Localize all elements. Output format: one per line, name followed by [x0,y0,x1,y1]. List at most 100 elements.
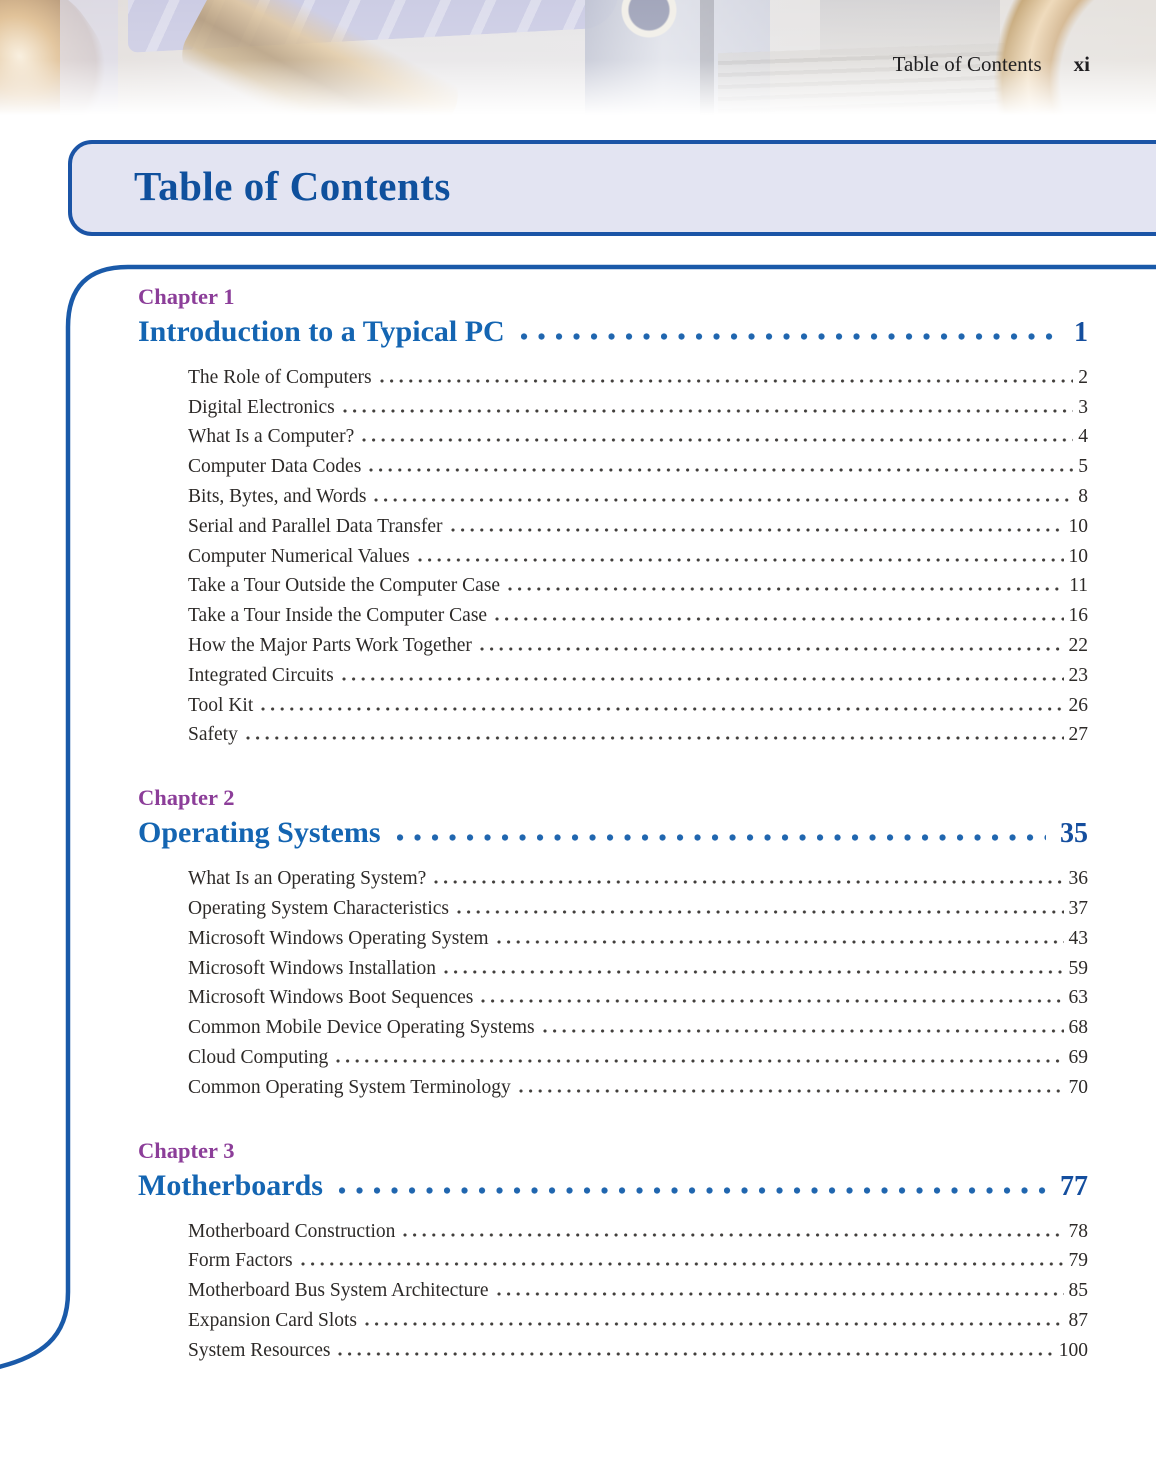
entry-title: Microsoft Windows Boot Sequences [188,987,474,1009]
chapter-heading-row: Introduction to a Typical PC 1 [138,314,1088,350]
chapter-heading-row: Operating Systems 35 [138,815,1088,851]
entry-title: Take a Tour Inside the Computer Case [188,605,488,627]
content-panel-border [0,264,1156,1369]
entry-page-number: 100 [1058,1339,1088,1361]
entry-page-number: 63 [1068,987,1089,1009]
entry-title: Digital Electronics [188,396,335,418]
entry-page-number: 27 [1068,724,1089,746]
entry-page-number: 59 [1068,957,1089,979]
entry-title: Bits, Bytes, and Words [188,485,367,507]
toc-entry-row: Take a Tour Outside the Computer Case 11 [138,569,1088,599]
dot-leader [341,675,1064,682]
entry-title: Integrated Circuits [188,664,334,686]
white-fade-overlay [0,0,1156,115]
chapter-page-number: 1 [1074,317,1088,348]
entry-page-number: 22 [1068,634,1089,656]
dot-leader [261,705,1064,712]
toc-entry-row: Operating System Characteristics 37 [138,891,1088,921]
entry-title: Computer Numerical Values [188,545,410,567]
toc-entry-row: Common Operating System Terminology 70 [138,1070,1088,1100]
entry-title: Microsoft Windows Installation [188,957,436,979]
chapter-section: Chapter 3 Motherboards 77 Motherboard Const… [138,1137,1088,1363]
entry-page-number: 43 [1068,927,1089,949]
dot-leader [434,879,1064,886]
entry-title: Safety [188,724,238,746]
page-title: Table of Contents [134,163,451,209]
dot-leader [417,556,1064,563]
toc-entry-row: Bits, Bytes, and Words 8 [138,479,1088,509]
entry-page-number: 10 [1068,515,1089,537]
chapters: Chapter 1 Introduction to a Typical PC 1 Th… [138,283,1088,1400]
dot-leader [496,938,1064,945]
dot-leader [245,735,1064,742]
toc-entry-row: System Resources 100 [138,1333,1088,1363]
entry-title: Operating System Characteristics [188,897,450,919]
dot-leader [336,1057,1064,1064]
toc-entry-row: Integrated Circuits 23 [138,658,1088,688]
entry-page-number: 11 [1069,575,1088,597]
entry-page-number: 79 [1068,1250,1089,1272]
entry-title: Common Operating System Terminology [188,1076,511,1098]
chapter-section: Chapter 1 Introduction to a Typical PC 1 Th… [138,283,1088,747]
toc-entry-row: Form Factors 79 [138,1244,1088,1274]
entry-page-number: 23 [1068,664,1089,686]
entry-title: How the Major Parts Work Together [188,634,472,656]
entry-page-number: 4 [1078,426,1088,448]
dot-leader [403,1231,1064,1238]
entry-page-number: 37 [1068,897,1089,919]
entry-list: What Is an Operating System? 36 Operating … [138,861,1088,1099]
entry-page-number: 87 [1068,1309,1089,1331]
entry-page-number: 3 [1078,396,1088,418]
entry-title: What Is a Computer? [188,426,355,448]
dot-leader [444,968,1064,975]
chapter-title: Introduction to a Typical PC [138,315,505,348]
entry-title: Cloud Computing [188,1046,329,1068]
entry-page-number: 68 [1068,1017,1089,1039]
toc-entry-row: Safety 27 [138,718,1088,748]
dot-leader [362,437,1074,444]
dot-leader [457,908,1064,915]
toc-entry-row: How the Major Parts Work Together 22 [138,628,1088,658]
entry-title: Serial and Parallel Data Transfer [188,515,443,537]
chapter-label: Chapter 2 [138,785,235,811]
entry-page-number: 5 [1078,456,1088,478]
entry-page-number: 85 [1068,1280,1089,1302]
toc-entry-row: Motherboard Construction 78 [138,1214,1088,1244]
entry-title: Expansion Card Slots [188,1309,357,1331]
dot-leader [542,1028,1064,1035]
dot-leader [338,1185,1046,1195]
dot-leader [481,998,1064,1005]
entry-page-number: 2 [1078,366,1088,388]
toc-entry-row: Microsoft Windows Operating System 43 [138,921,1088,951]
chapter-page-number: 77 [1060,1170,1088,1202]
dot-leader [300,1261,1064,1268]
dot-leader [479,645,1064,652]
toc-entry-row: Digital Electronics 3 [138,390,1088,420]
chapter-heading-row: Motherboards 77 [138,1168,1088,1204]
toc-entry-row: Microsoft Windows Boot Sequences 63 [138,981,1088,1011]
entry-title: Form Factors [188,1250,293,1272]
toc-entry-row: Expansion Card Slots 87 [138,1303,1088,1333]
chapter-label: Chapter 3 [138,1137,235,1163]
toc-entry-row: What Is an Operating System? 36 [138,861,1088,891]
dot-leader [495,616,1064,623]
entry-title: Take a Tour Outside the Computer Case [188,575,501,597]
chapter-page-number: 35 [1060,818,1088,850]
toc-entry-row: Computer Numerical Values 10 [138,539,1088,569]
entry-page-number: 70 [1068,1076,1089,1098]
entry-list: The Role of Computers 2 Digital Electronic… [138,360,1088,747]
toc-entry-row: Microsoft Windows Installation 59 [138,951,1088,981]
dot-leader [396,833,1046,843]
entry-title: Motherboard Construction [188,1220,396,1242]
toc-entry-row: Serial and Parallel Data Transfer 10 [138,509,1088,539]
entry-title: Microsoft Windows Operating System [188,927,489,949]
dot-leader [338,1350,1054,1357]
entry-page-number: 8 [1078,485,1088,507]
entry-title: Motherboard Bus System Architecture [188,1280,489,1302]
running-header-page-number: xi [1073,52,1090,76]
toc-entry-row: The Role of Computers 2 [138,360,1088,390]
toc-entry-row: Tool Kit 26 [138,688,1088,718]
entry-title: Computer Data Codes [188,456,362,478]
hardware-photo-banner [0,0,1156,115]
